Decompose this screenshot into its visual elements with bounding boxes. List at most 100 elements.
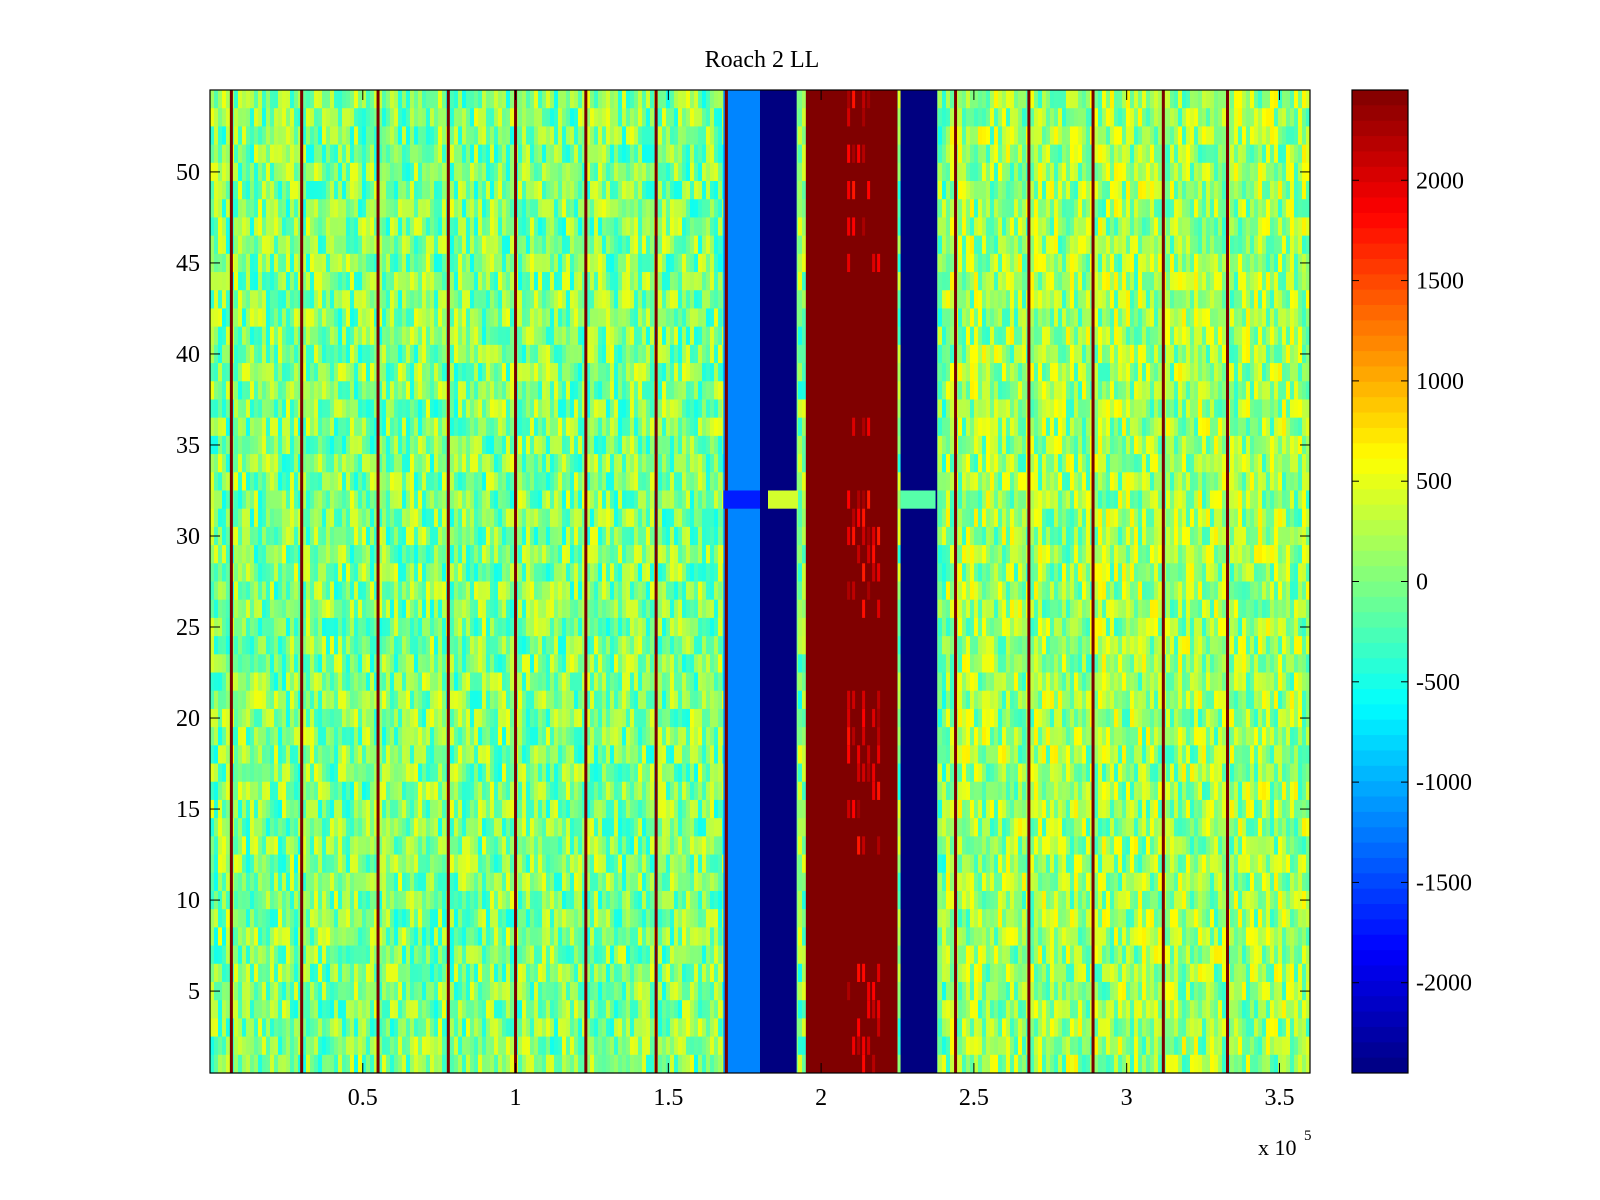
heatmap-cell — [1234, 472, 1238, 492]
heatmap-cell — [570, 90, 574, 109]
heatmap-cell — [1242, 272, 1246, 291]
heatmap-cell — [1046, 308, 1050, 328]
heatmap-cell — [582, 108, 586, 127]
heatmap-cell — [646, 472, 650, 492]
heatmap-cell — [294, 399, 298, 419]
heatmap-cell — [286, 344, 290, 364]
heatmap-cell — [1178, 90, 1182, 109]
heatmap-cell — [1202, 181, 1206, 200]
heatmap-cell — [962, 162, 966, 182]
heatmap-cell — [1014, 363, 1018, 382]
heatmap-cell — [1174, 417, 1178, 437]
heatmap-cell — [978, 181, 982, 200]
heatmap-cell — [1110, 399, 1114, 419]
heatmap-cell — [1082, 363, 1086, 382]
heatmap-cell — [1234, 199, 1238, 219]
heatmap-cell — [650, 381, 654, 401]
heatmap-cell — [510, 472, 514, 492]
heatmap-cell — [542, 308, 546, 328]
heatmap-cell — [602, 344, 606, 364]
heatmap-cell — [642, 472, 646, 492]
heatmap-cell — [338, 454, 342, 473]
heatmap-cell — [942, 344, 946, 364]
heatmap-cell — [1122, 90, 1126, 109]
heatmap-cell — [1274, 253, 1278, 273]
heatmap-cell — [226, 490, 230, 510]
heatmap-cell — [250, 344, 254, 364]
heatmap-cell — [710, 144, 714, 164]
heatmap-cell — [590, 144, 594, 164]
heatmap-cell — [298, 399, 302, 419]
heatmap-cell — [450, 308, 454, 328]
heatmap-cell — [214, 308, 218, 328]
heatmap-cell — [530, 326, 534, 346]
heatmap-cell — [582, 126, 586, 146]
heatmap-cell — [606, 181, 610, 200]
heatmap-cell — [646, 308, 650, 328]
heatmap-cell — [366, 126, 370, 146]
heatmap-cell — [418, 399, 422, 419]
heatmap-cell — [482, 308, 486, 328]
heatmap-cell — [594, 290, 598, 310]
heatmap-cell — [606, 290, 610, 310]
heatmap-cell — [1198, 290, 1202, 310]
heatmap-cell — [994, 435, 998, 455]
heatmap-cell — [670, 108, 674, 127]
heatmap-cell — [422, 253, 426, 273]
heatmap-cell — [1122, 235, 1126, 255]
heatmap-cell — [610, 126, 614, 146]
heatmap-cell — [682, 235, 686, 255]
heatmap-cell — [1302, 126, 1306, 146]
heatmap-cell — [1178, 108, 1182, 127]
heatmap-cell — [1206, 108, 1210, 127]
heatmap-cell — [634, 90, 638, 109]
heatmap-cell — [574, 162, 578, 182]
heatmap-cell — [578, 235, 582, 255]
heatmap-cell — [1154, 363, 1158, 382]
heatmap-cell — [1222, 126, 1226, 146]
heatmap-cell — [218, 290, 222, 310]
heatmap-cell — [222, 472, 226, 492]
heatmap-cell — [1238, 308, 1242, 328]
heatmap-cell — [1014, 126, 1018, 146]
heatmap-cell — [294, 326, 298, 346]
heatmap-cell — [402, 90, 406, 109]
heatmap-cell — [1094, 454, 1098, 473]
heatmap-cell — [538, 326, 542, 346]
heatmap-cell — [310, 381, 314, 401]
heatmap-cell — [518, 235, 522, 255]
heatmap-cell — [410, 217, 414, 237]
heatmap-cell — [1298, 144, 1302, 164]
heatmap-cell — [398, 235, 402, 255]
heatmap-cell — [990, 235, 994, 255]
heatmap-cell — [578, 417, 582, 437]
heatmap-cell — [286, 417, 290, 437]
heatmap-cell — [546, 108, 550, 127]
heatmap-cell — [250, 454, 254, 473]
heatmap-cell — [522, 126, 526, 146]
heatmap-cell — [502, 417, 506, 437]
heatmap-cell — [546, 435, 550, 455]
heatmap-cell — [658, 108, 662, 127]
heatmap-cell — [542, 144, 546, 164]
heatmap-cell — [558, 399, 562, 419]
heatmap-cell — [378, 272, 382, 291]
heatmap-cell — [1234, 363, 1238, 382]
heatmap-cell — [358, 417, 362, 437]
heatmap-cell — [1098, 199, 1102, 219]
heatmap-cell — [650, 344, 654, 364]
heatmap-cell — [478, 162, 482, 182]
heatmap-cell — [362, 90, 366, 109]
heatmap-cell — [534, 126, 538, 146]
heatmap-cell — [1274, 399, 1278, 419]
heatmap-cell — [1274, 217, 1278, 237]
heatmap-cell — [466, 308, 470, 328]
heatmap-cell — [1270, 381, 1274, 401]
heatmap-cell — [1210, 235, 1214, 255]
heatmap-cell — [1210, 472, 1214, 492]
heatmap-cell — [614, 144, 618, 164]
heatmap-cell — [530, 217, 534, 237]
heatmap-cell — [1014, 272, 1018, 291]
heatmap-cell — [682, 363, 686, 382]
heatmap-cell — [434, 326, 438, 346]
